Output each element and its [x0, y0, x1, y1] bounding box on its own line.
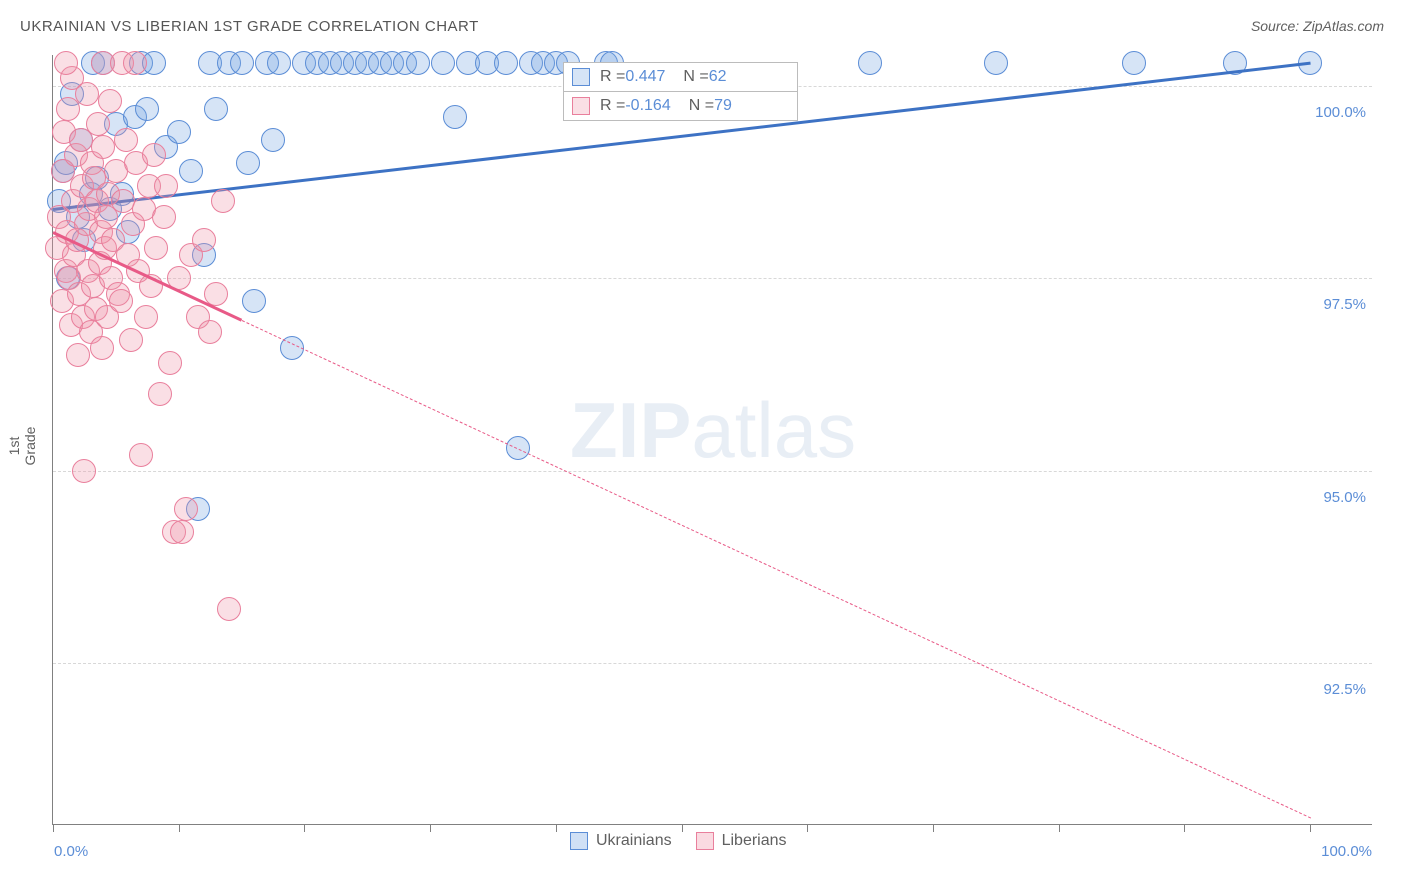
scatter-point: [98, 89, 122, 113]
gridline: [53, 278, 1372, 279]
scatter-point: [134, 305, 158, 329]
stats-row: R = 0.447 N = 62: [563, 62, 798, 92]
scatter-point: [154, 174, 178, 198]
xtick: [304, 824, 305, 832]
stat-n-value: 79: [714, 97, 732, 115]
scatter-point: [217, 597, 241, 621]
legend-swatch: [696, 832, 714, 850]
scatter-point: [109, 289, 133, 313]
gridline: [53, 663, 1372, 664]
scatter-point: [142, 143, 166, 167]
xaxis-max-label: 100.0%: [1321, 843, 1372, 860]
scatter-point: [123, 51, 147, 75]
xtick: [179, 824, 180, 832]
scatter-point: [174, 497, 198, 521]
scatter-point: [211, 189, 235, 213]
legend-label: Liberians: [722, 832, 787, 850]
legend-swatch: [572, 68, 590, 86]
scatter-point: [135, 97, 159, 121]
legend-label: Ukrainians: [596, 832, 672, 850]
xtick: [807, 824, 808, 832]
scatter-point: [406, 51, 430, 75]
xtick: [556, 824, 557, 832]
regression-line: [241, 320, 1310, 818]
scatter-point: [152, 205, 176, 229]
stat-r-value: -0.164: [625, 97, 670, 115]
xtick: [53, 824, 54, 832]
legend-item: Ukrainians: [570, 832, 672, 850]
scatter-point: [198, 320, 222, 344]
ytick-label: 92.5%: [1323, 681, 1366, 698]
xtick: [430, 824, 431, 832]
scatter-point: [167, 120, 191, 144]
scatter-point: [170, 520, 194, 544]
legend-item: Liberians: [696, 832, 787, 850]
stat-n-label: N =: [689, 97, 714, 115]
scatter-point: [192, 228, 216, 252]
plot-area: 92.5% 95.0% 97.5% 100.0%: [52, 55, 1372, 825]
xtick: [1059, 824, 1060, 832]
xtick: [682, 824, 683, 832]
xaxis-min-label: 0.0%: [54, 843, 88, 860]
xtick: [933, 824, 934, 832]
chart-title: UKRAINIAN VS LIBERIAN 1ST GRADE CORRELAT…: [20, 18, 479, 35]
scatter-point: [66, 343, 90, 367]
stat-r-label: R =: [600, 68, 625, 86]
scatter-point: [144, 236, 168, 260]
scatter-point: [204, 97, 228, 121]
scatter-point: [114, 128, 138, 152]
scatter-point: [158, 351, 182, 375]
scatter-point: [119, 328, 143, 352]
scatter-point: [91, 135, 115, 159]
ytick-label: 97.5%: [1323, 296, 1366, 313]
scatter-point: [494, 51, 518, 75]
scatter-point: [54, 51, 78, 75]
y-axis-title: 1st Grade: [6, 426, 38, 466]
scatter-point: [431, 51, 455, 75]
scatter-point: [984, 51, 1008, 75]
stat-n-value: 62: [709, 68, 727, 86]
stat-n-label: N =: [683, 68, 708, 86]
scatter-point: [86, 112, 110, 136]
scatter-point: [443, 105, 467, 129]
scatter-point: [267, 51, 291, 75]
scatter-point: [1122, 51, 1146, 75]
scatter-point: [129, 443, 153, 467]
scatter-point: [858, 51, 882, 75]
scatter-point: [242, 289, 266, 313]
scatter-point: [75, 82, 99, 106]
scatter-point: [261, 128, 285, 152]
scatter-point: [148, 382, 172, 406]
legend-swatch: [570, 832, 588, 850]
ytick-label: 100.0%: [1315, 104, 1366, 121]
scatter-point: [90, 336, 114, 360]
scatter-point: [230, 51, 254, 75]
source-label: Source: ZipAtlas.com: [1251, 18, 1384, 34]
stats-row: R = -0.164 N = 79: [563, 91, 798, 121]
scatter-point: [72, 459, 96, 483]
scatter-point: [179, 159, 203, 183]
gridline: [53, 471, 1372, 472]
scatter-point: [236, 151, 260, 175]
legend: Ukrainians Liberians: [570, 832, 787, 850]
legend-swatch: [572, 97, 590, 115]
stat-r-value: 0.447: [625, 68, 665, 86]
stat-r-label: R =: [600, 97, 625, 115]
xtick: [1310, 824, 1311, 832]
ytick-label: 95.0%: [1323, 489, 1366, 506]
xtick: [1184, 824, 1185, 832]
